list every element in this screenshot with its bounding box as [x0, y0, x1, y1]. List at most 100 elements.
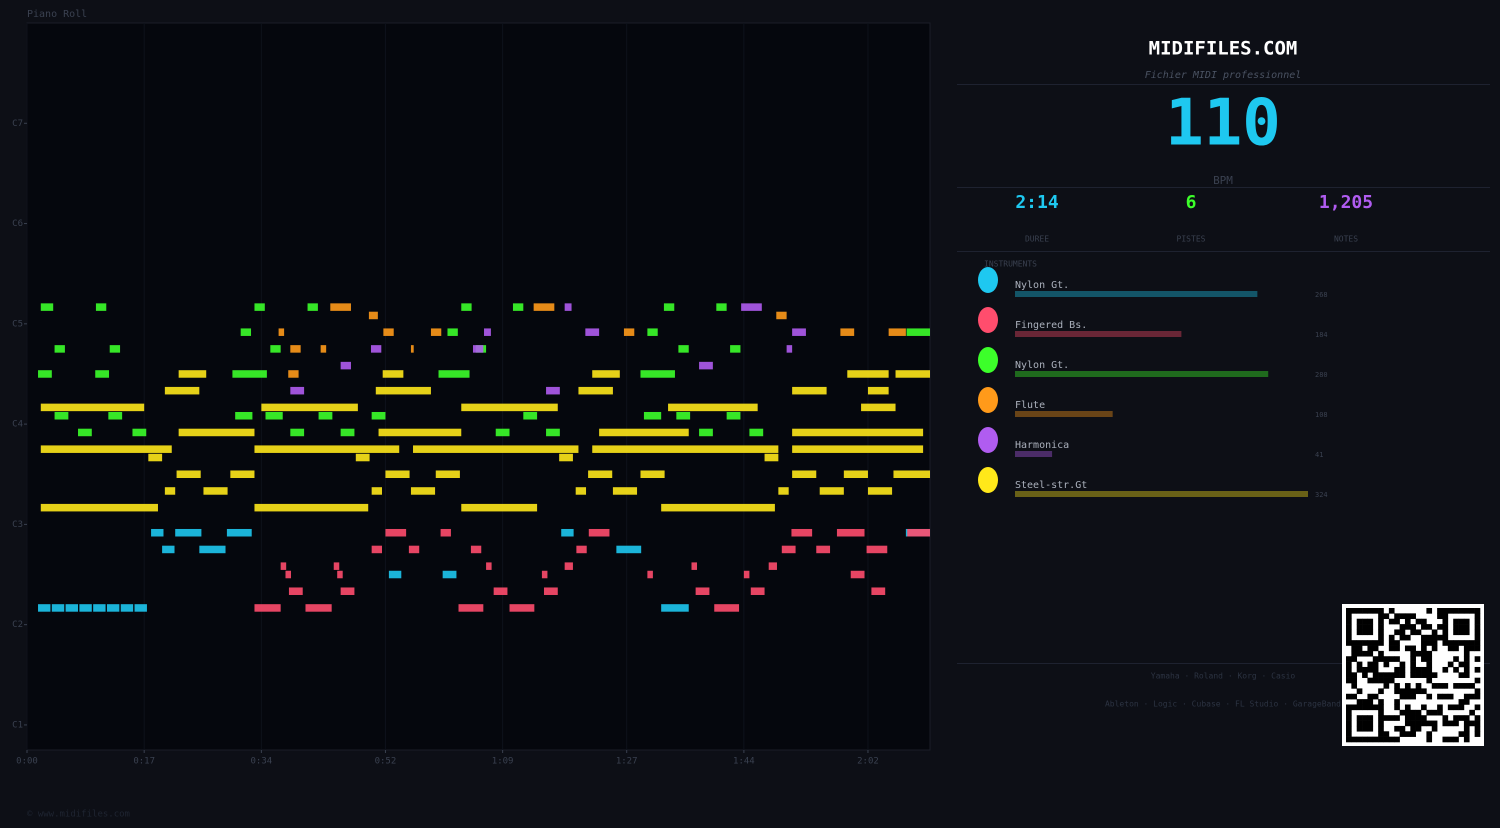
qr-module — [1378, 736, 1384, 743]
note — [461, 503, 538, 512]
qr-module — [1404, 709, 1411, 716]
qr-module — [1415, 666, 1422, 673]
qr-module — [1474, 640, 1481, 646]
qr-module — [1388, 640, 1395, 646]
qr-module — [1426, 677, 1433, 684]
qr-module — [1404, 613, 1411, 620]
qr-module — [1378, 699, 1384, 705]
qr-module — [1362, 629, 1368, 636]
qr-module — [1367, 704, 1374, 711]
qr-module — [1474, 731, 1481, 737]
qr-module — [1474, 688, 1481, 695]
note — [413, 445, 579, 453]
qr-module — [1442, 720, 1449, 727]
qr-module — [1463, 650, 1470, 657]
note — [866, 545, 888, 554]
note — [592, 445, 779, 453]
note — [388, 570, 402, 579]
qr-module — [1415, 709, 1422, 716]
note — [438, 370, 470, 378]
qr-module — [1372, 640, 1379, 646]
note — [776, 311, 787, 320]
qr-module — [1431, 629, 1438, 636]
bpm-value: 110 — [1165, 87, 1281, 161]
qr-module — [1442, 640, 1449, 646]
qr-module — [1383, 731, 1390, 737]
note — [575, 487, 587, 495]
note — [871, 587, 886, 595]
qr-module — [1442, 608, 1449, 614]
qr-module — [1351, 645, 1358, 652]
instrument-swatch — [978, 387, 998, 413]
note — [786, 345, 793, 353]
y-tick-label: C6 — [12, 219, 23, 229]
qr-module — [1346, 666, 1352, 673]
roll: 0:00 0:17 0:34 0:52 1:09 1:27 1:44 2:02 C1 C2 C3 C4… — [12, 23, 930, 767]
note — [40, 503, 158, 512]
note — [847, 370, 889, 378]
note — [764, 453, 779, 462]
qr-module — [1346, 618, 1352, 625]
qr-module — [1447, 704, 1454, 711]
qr-module — [1458, 608, 1465, 614]
qr-module — [1404, 634, 1411, 641]
note — [843, 470, 868, 479]
qr-module — [1469, 640, 1475, 646]
qr-module — [1351, 650, 1358, 657]
qr-module — [1431, 725, 1438, 732]
note — [599, 428, 689, 437]
instrument-swatch — [978, 467, 998, 493]
qr-module — [1474, 656, 1481, 662]
qr-module — [1404, 693, 1411, 700]
qr-module — [1383, 683, 1390, 689]
note — [162, 545, 175, 554]
note — [447, 328, 458, 336]
qr-module — [1346, 677, 1352, 684]
qr-module — [1453, 683, 1459, 689]
qr-module — [1356, 640, 1363, 646]
note — [371, 487, 382, 495]
qr-module — [1410, 672, 1416, 678]
note — [461, 303, 472, 311]
qr-module — [1378, 715, 1384, 721]
qr-module — [1351, 672, 1358, 678]
qr-module — [1469, 645, 1475, 652]
instrument-list: Nylon Gt. 268 Fingered Bs. 184 Nylon Gt. 280 F… — [978, 267, 1328, 499]
instrument-count: 324 — [1315, 491, 1328, 499]
qr-module — [1442, 634, 1449, 641]
qr-module — [1356, 725, 1363, 732]
qr-module — [1442, 629, 1449, 636]
qr-module — [1383, 736, 1390, 743]
qr-module — [1367, 608, 1374, 614]
note — [54, 411, 69, 420]
qr-module — [1437, 704, 1443, 711]
note — [320, 345, 327, 353]
note — [792, 428, 924, 437]
panel-title: Piano Roll — [27, 9, 87, 20]
qr-module — [1351, 640, 1358, 646]
qr-module — [1421, 640, 1427, 646]
note — [382, 370, 404, 378]
qr-module — [1378, 608, 1384, 614]
instrument-bar — [1015, 291, 1258, 297]
note — [533, 303, 555, 311]
qr-module — [1415, 720, 1422, 727]
note — [199, 545, 226, 554]
note — [623, 328, 635, 336]
qr-module — [1410, 709, 1416, 716]
qr-module — [1394, 666, 1400, 673]
qr-module — [1431, 640, 1438, 646]
note — [305, 604, 332, 612]
qr-module — [1463, 624, 1470, 630]
qr-module — [1474, 725, 1481, 732]
qr-module — [1426, 693, 1433, 700]
qr-module — [1378, 656, 1384, 662]
qr-module — [1463, 736, 1470, 743]
qr-module — [1463, 661, 1470, 668]
note — [861, 403, 896, 412]
qr-module — [1437, 634, 1443, 641]
qr-module — [1404, 688, 1411, 695]
qr-module — [1410, 656, 1416, 662]
note — [265, 411, 283, 420]
stat-label: NOTES — [1334, 235, 1358, 244]
